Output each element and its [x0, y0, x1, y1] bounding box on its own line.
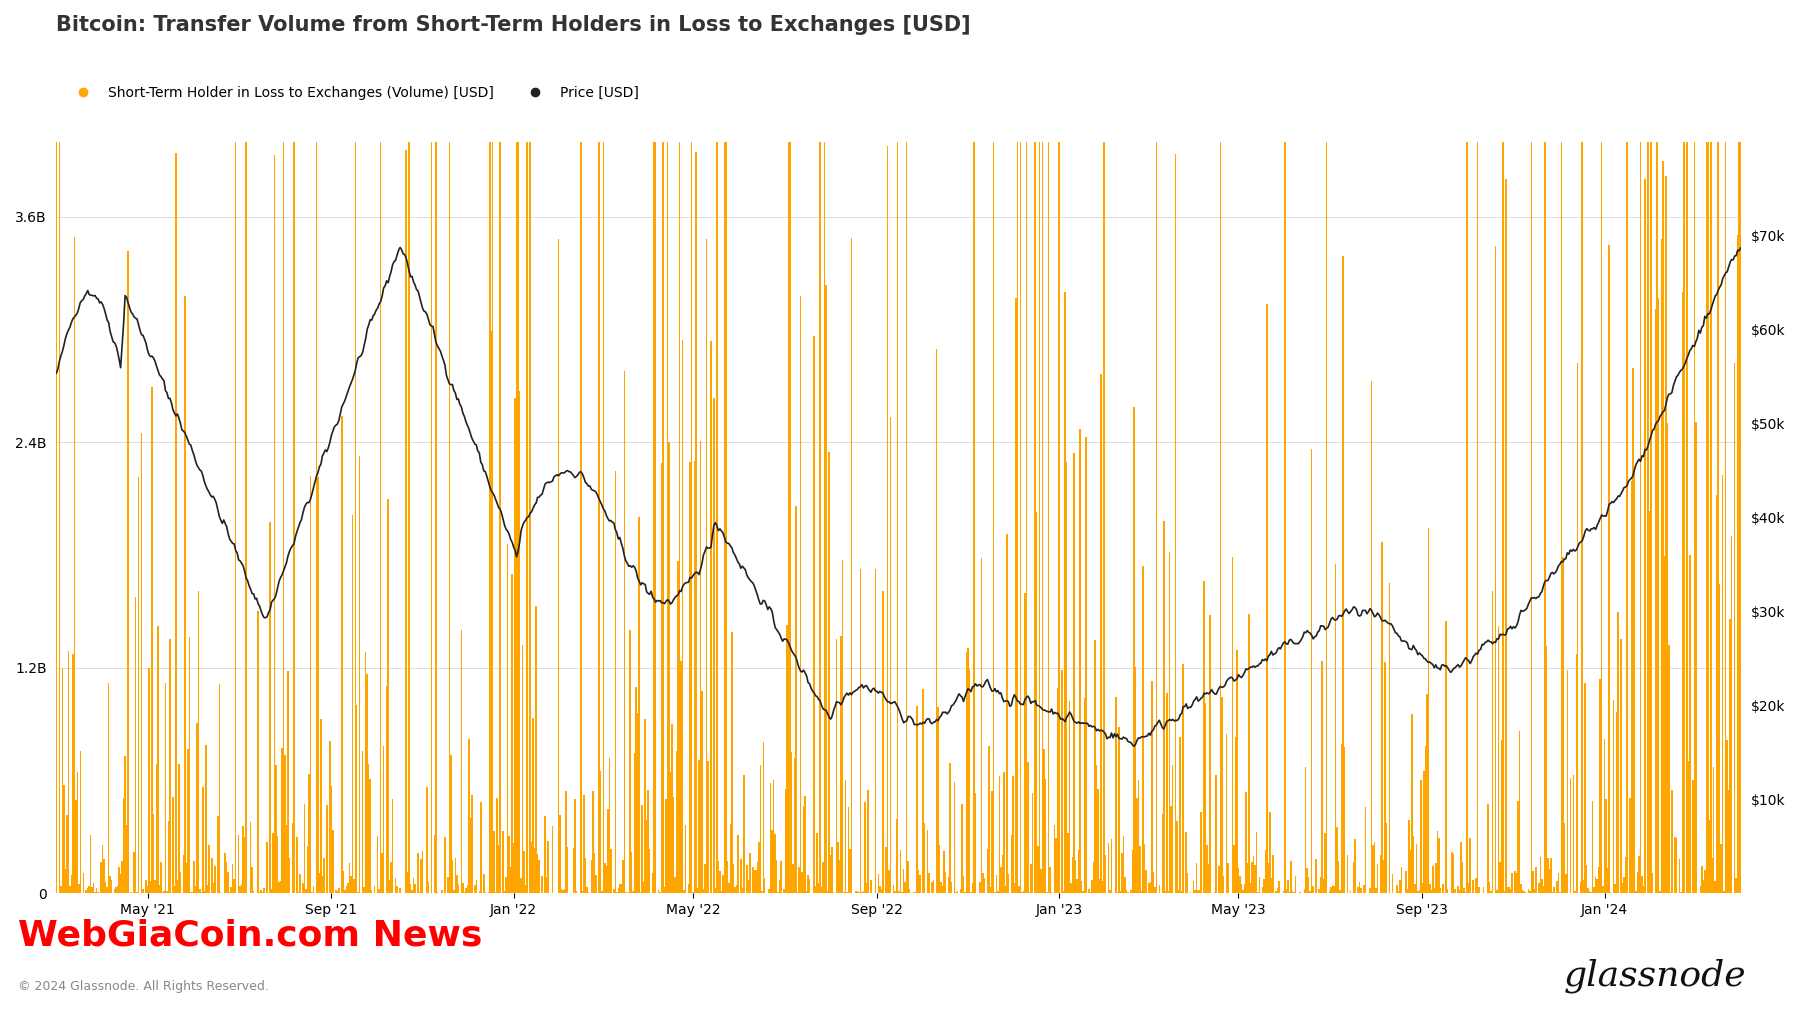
Text: glassnode: glassnode	[1564, 958, 1746, 993]
Text: Bitcoin: Transfer Volume from Short-Term Holders in Loss to Exchanges [USD]: Bitcoin: Transfer Volume from Short-Term…	[56, 15, 970, 35]
Legend: Short-Term Holder in Loss to Exchanges (Volume) [USD], Price [USD]: Short-Term Holder in Loss to Exchanges (…	[63, 80, 644, 105]
Text: © 2024 Glassnode. All Rights Reserved.: © 2024 Glassnode. All Rights Reserved.	[18, 980, 268, 993]
Text: WebGiaCoin.com News: WebGiaCoin.com News	[18, 918, 482, 952]
